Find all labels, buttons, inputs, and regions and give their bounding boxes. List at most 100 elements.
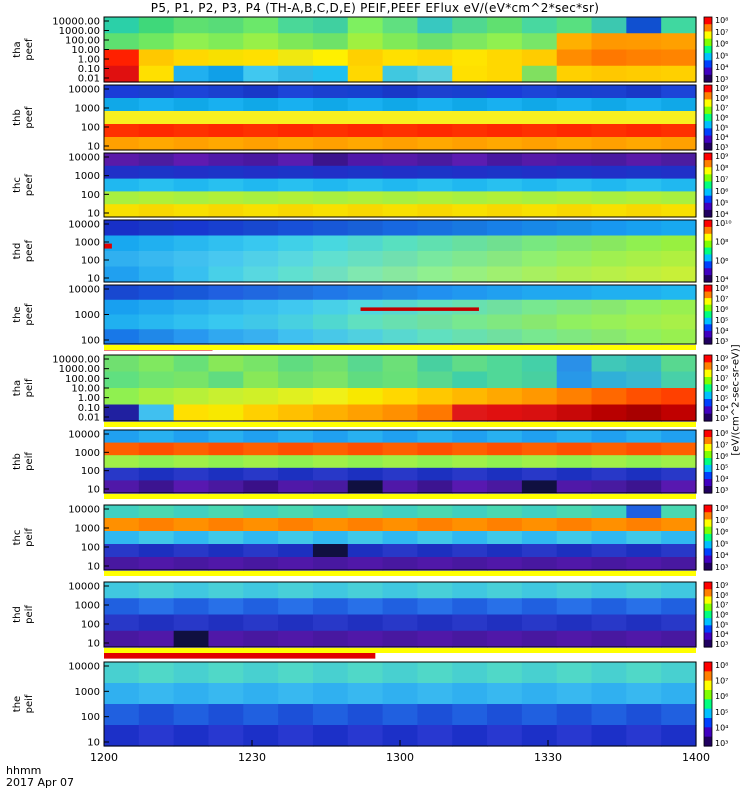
heatmap-cell [417,388,453,406]
heatmap-cell [208,505,244,519]
heatmap-cell [243,266,279,283]
heatmap-cell [626,467,662,481]
panel-label: peif [24,378,35,397]
heatmap-cell [208,17,244,34]
heatmap-cell [417,480,453,494]
heatmap-cell [591,65,627,83]
colorbar-segment [704,625,712,634]
y-tick-label: 1000 [75,601,100,612]
heatmap-cell [382,557,419,571]
heatmap-cell [382,266,419,283]
heatmap-cell [626,33,662,51]
heatmap-cell [312,251,349,268]
heatmap-cell [138,191,175,205]
heatmap-cell [417,430,453,444]
heatmap-cell [347,178,384,192]
heatmap-cell [417,404,453,422]
colorbar-segment [704,639,712,648]
y-tick-label: 100 [81,190,100,201]
heatmap-cell [487,266,523,283]
heatmap-cell [173,137,210,151]
y-tick-label: 0.10 [78,64,100,75]
heatmap-cell [208,85,244,99]
heatmap-cell [661,329,697,345]
heatmap-cell [626,662,662,684]
heatmap-cell [278,329,314,345]
heatmap-cell [487,153,523,167]
heatmap-cell [521,65,558,83]
heatmap-cell [173,98,210,112]
panel-label: peif [24,605,35,624]
heatmap-cell [417,178,453,192]
heatmap-cell [312,33,349,51]
y-tick-label: 1.00 [78,55,100,66]
heatmap-cell [661,480,697,494]
heatmap-cell [591,725,627,747]
heatmap-cell [173,85,210,99]
colorbar-segment [704,391,712,400]
heatmap-cell [452,153,488,167]
heatmap-cell [521,153,558,167]
colorbar-segment [704,195,712,204]
heatmap-cell [626,299,662,316]
heatmap-cell [208,662,244,684]
heatmap-cell [347,191,384,205]
heatmap-cell [626,251,662,268]
colorbar-segment [704,486,712,494]
heatmap-cell [452,531,488,545]
heatmap-cell [591,442,627,456]
heatmap-cell [521,49,558,67]
heatmap-cell [173,455,210,469]
heatmap-cell [487,662,523,684]
heatmap-cell [173,557,210,571]
heatmap-cell [173,518,210,532]
heatmap-cell [556,251,593,268]
heatmap-cell [173,582,210,599]
heatmap-cell [452,725,488,747]
heatmap-cell [208,614,244,632]
heatmap-cell [104,442,140,456]
heatmap-cell [382,204,419,218]
panel-label: peif [24,528,35,547]
heatmap-cell [382,662,419,684]
heatmap-cell [417,442,453,456]
heatmap-cell [138,662,175,684]
heatmap-cell [208,266,244,283]
panel-frame [103,581,697,648]
colorbar-segment [704,548,712,557]
heatmap-cell [521,178,558,192]
heatmap-cell [208,404,244,422]
heatmap-cell [208,235,244,252]
heatmap-cell [278,430,314,444]
colorbar-segment [704,74,712,83]
heatmap-cell [591,329,627,345]
heatmap-cell [243,329,279,345]
colorbar-segment [704,465,712,473]
heatmap-cell [278,582,314,599]
colorbar-segment [704,399,712,407]
colorbar-segment [704,24,712,33]
heatmap-cell [173,285,210,301]
heatmap-cell [417,98,453,112]
heatmap-cell [417,65,453,83]
colorbar-segment [704,413,712,422]
heatmap-cell [591,388,627,406]
heatmap-cell [243,65,279,83]
heatmap-cell [452,630,488,648]
heatmap-cell [556,557,593,571]
colorbar-segment [704,209,712,218]
colorbar-segment [704,99,712,108]
heatmap-cell [278,85,314,99]
colorbar-segment [704,337,712,345]
heatmap-cell [382,430,419,444]
colorbar-frame [703,152,713,218]
heatmap-cell [452,598,488,616]
heatmap-cell [556,630,593,648]
y-tick-label: 0.01 [78,74,100,85]
heatmap-cell [138,467,175,481]
heatmap-cell [347,518,384,532]
colorbar-segment [704,92,712,101]
heatmap-cell [556,388,593,406]
heatmap-cell [417,111,453,125]
heatmap-cell [487,388,523,406]
